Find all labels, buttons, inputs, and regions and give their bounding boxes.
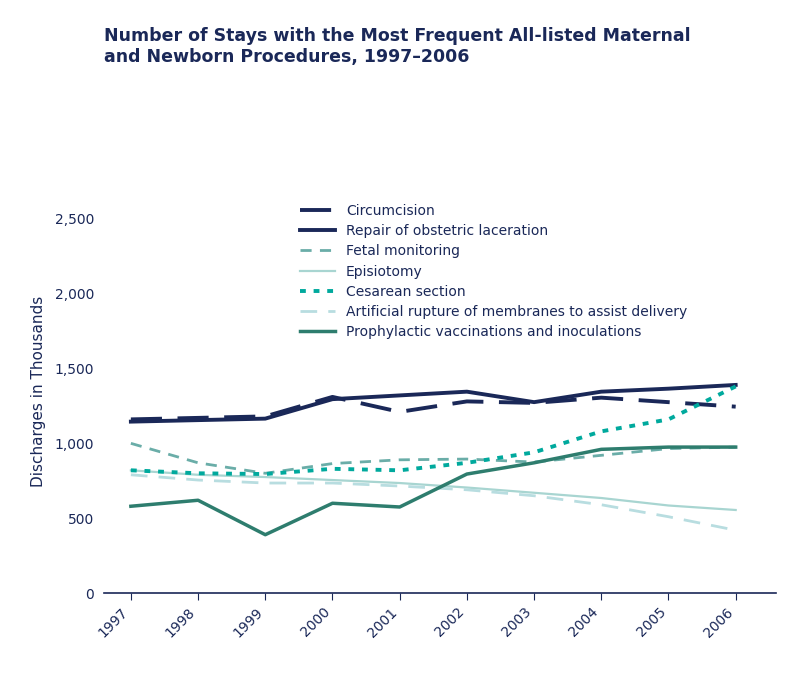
- Prophylactic vaccinations and inoculations: [194, 496, 203, 504]
- Circumcision: [530, 399, 539, 407]
- Circumcision: [126, 415, 136, 423]
- Episiotomy: [328, 476, 338, 484]
- Fetal monitoring: [328, 460, 338, 468]
- Prophylactic vaccinations and inoculations: [395, 503, 405, 511]
- Y-axis label: Discharges in Thousands: Discharges in Thousands: [31, 295, 46, 487]
- Fetal monitoring: [194, 459, 203, 467]
- Prophylactic vaccinations and inoculations: [530, 459, 539, 467]
- Episiotomy: [530, 489, 539, 497]
- Artificial rupture of membranes to assist delivery: [731, 526, 741, 534]
- Prophylactic vaccinations and inoculations: [126, 502, 136, 510]
- Repair of obstetric laceration: [530, 398, 539, 406]
- Circumcision: [597, 394, 606, 402]
- Fetal monitoring: [462, 455, 472, 463]
- Artificial rupture of membranes to assist delivery: [328, 479, 338, 487]
- Episiotomy: [597, 494, 606, 502]
- Line: Fetal monitoring: Fetal monitoring: [131, 443, 736, 473]
- Cesarean section: [328, 465, 338, 473]
- Line: Artificial rupture of membranes to assist delivery: Artificial rupture of membranes to assis…: [131, 474, 736, 530]
- Circumcision: [194, 414, 203, 422]
- Cesarean section: [597, 427, 606, 435]
- Prophylactic vaccinations and inoculations: [328, 499, 338, 508]
- Episiotomy: [664, 501, 674, 510]
- Fetal monitoring: [126, 439, 136, 448]
- Repair of obstetric laceration: [328, 395, 338, 403]
- Circumcision: [395, 408, 405, 416]
- Line: Repair of obstetric laceration: Repair of obstetric laceration: [131, 385, 736, 422]
- Repair of obstetric laceration: [395, 392, 405, 400]
- Repair of obstetric laceration: [731, 381, 741, 389]
- Cesarean section: [261, 470, 270, 478]
- Cesarean section: [530, 448, 539, 456]
- Prophylactic vaccinations and inoculations: [261, 530, 270, 539]
- Line: Cesarean section: Cesarean section: [131, 386, 736, 474]
- Repair of obstetric laceration: [597, 388, 606, 396]
- Repair of obstetric laceration: [126, 418, 136, 426]
- Line: Prophylactic vaccinations and inoculations: Prophylactic vaccinations and inoculatio…: [131, 447, 736, 534]
- Episiotomy: [261, 473, 270, 481]
- Prophylactic vaccinations and inoculations: [597, 446, 606, 454]
- Artificial rupture of membranes to assist delivery: [194, 476, 203, 484]
- Cesarean section: [664, 415, 674, 423]
- Repair of obstetric laceration: [194, 416, 203, 424]
- Episiotomy: [126, 466, 136, 474]
- Cesarean section: [462, 459, 472, 467]
- Artificial rupture of membranes to assist delivery: [664, 513, 674, 521]
- Circumcision: [664, 398, 674, 406]
- Line: Circumcision: Circumcision: [131, 397, 736, 419]
- Artificial rupture of membranes to assist delivery: [395, 482, 405, 490]
- Fetal monitoring: [261, 469, 270, 477]
- Repair of obstetric laceration: [261, 415, 270, 423]
- Circumcision: [731, 402, 741, 410]
- Cesarean section: [194, 469, 203, 477]
- Artificial rupture of membranes to assist delivery: [530, 492, 539, 500]
- Fetal monitoring: [395, 456, 405, 464]
- Fetal monitoring: [731, 443, 741, 451]
- Episiotomy: [194, 470, 203, 479]
- Prophylactic vaccinations and inoculations: [462, 470, 472, 478]
- Cesarean section: [731, 382, 741, 390]
- Episiotomy: [462, 483, 472, 491]
- Episiotomy: [395, 479, 405, 487]
- Artificial rupture of membranes to assist delivery: [126, 470, 136, 479]
- Repair of obstetric laceration: [462, 388, 472, 396]
- Fetal monitoring: [664, 445, 674, 453]
- Circumcision: [261, 412, 270, 421]
- Line: Episiotomy: Episiotomy: [131, 470, 736, 510]
- Prophylactic vaccinations and inoculations: [664, 443, 674, 451]
- Artificial rupture of membranes to assist delivery: [462, 486, 472, 494]
- Fetal monitoring: [597, 452, 606, 460]
- Artificial rupture of membranes to assist delivery: [597, 501, 606, 509]
- Cesarean section: [126, 466, 136, 474]
- Episiotomy: [731, 506, 741, 514]
- Text: Number of Stays with the Most Frequent All-listed Maternal
and Newborn Procedure: Number of Stays with the Most Frequent A…: [104, 27, 690, 66]
- Cesarean section: [395, 466, 405, 474]
- Circumcision: [462, 398, 472, 406]
- Artificial rupture of membranes to assist delivery: [261, 479, 270, 487]
- Repair of obstetric laceration: [664, 385, 674, 393]
- Prophylactic vaccinations and inoculations: [731, 443, 741, 451]
- Fetal monitoring: [530, 458, 539, 466]
- Circumcision: [328, 393, 338, 401]
- Legend: Circumcision, Repair of obstetric laceration, Fetal monitoring, Episiotomy, Cesa: Circumcision, Repair of obstetric lacera…: [300, 204, 687, 339]
